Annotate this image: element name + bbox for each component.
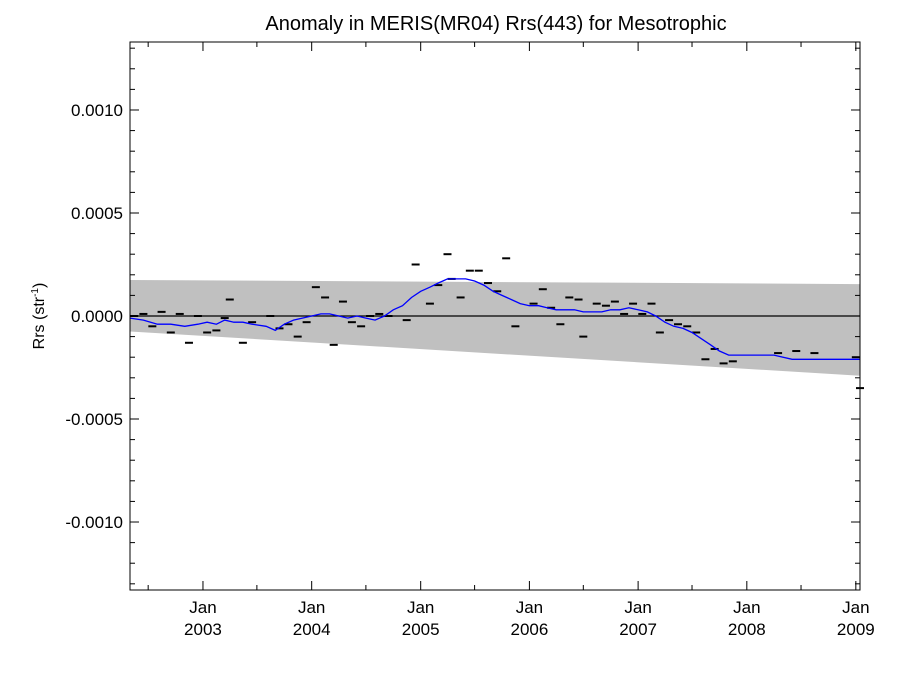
y-tick-label: 0.0005: [71, 204, 123, 223]
y-tick-label: 0.0010: [71, 101, 123, 120]
x-tick-month-label: Jan: [516, 598, 543, 617]
x-tick-month-label: Jan: [407, 598, 434, 617]
y-axis-label: Rrs (str-1): [30, 283, 48, 350]
x-tick-year-label: 2007: [619, 620, 657, 639]
plot-area: [129, 253, 864, 390]
x-tick-month-label: Jan: [733, 598, 760, 617]
uncertainty-band: [130, 279, 860, 376]
x-tick-month-label: Jan: [842, 598, 869, 617]
chart-title: Anomaly in MERIS(MR04) Rrs(443) for Meso…: [265, 13, 726, 35]
y-tick-label: -0.0005: [65, 410, 123, 429]
x-tick-month-label: Jan: [624, 598, 651, 617]
x-tick-month-label: Jan: [189, 598, 216, 617]
x-tick-year-label: 2005: [402, 620, 440, 639]
smoothed-anomaly-line: [129, 278, 860, 360]
y-tick-label: -0.0010: [65, 513, 123, 532]
y-tick-label: 0.0000: [71, 307, 123, 326]
axis-ticks: 0.0010 0.0005 0.0000 -0.0005 -0.0010 Jan 2003 J…: [65, 42, 875, 639]
x-tick-year-label: 2009: [837, 620, 875, 639]
x-tick-year-label: 2006: [510, 620, 548, 639]
x-tick-year-label: 2003: [184, 620, 222, 639]
x-tick-year-label: 2004: [293, 620, 331, 639]
x-tick-year-label: 2008: [728, 620, 766, 639]
x-tick-month-label: Jan: [298, 598, 325, 617]
